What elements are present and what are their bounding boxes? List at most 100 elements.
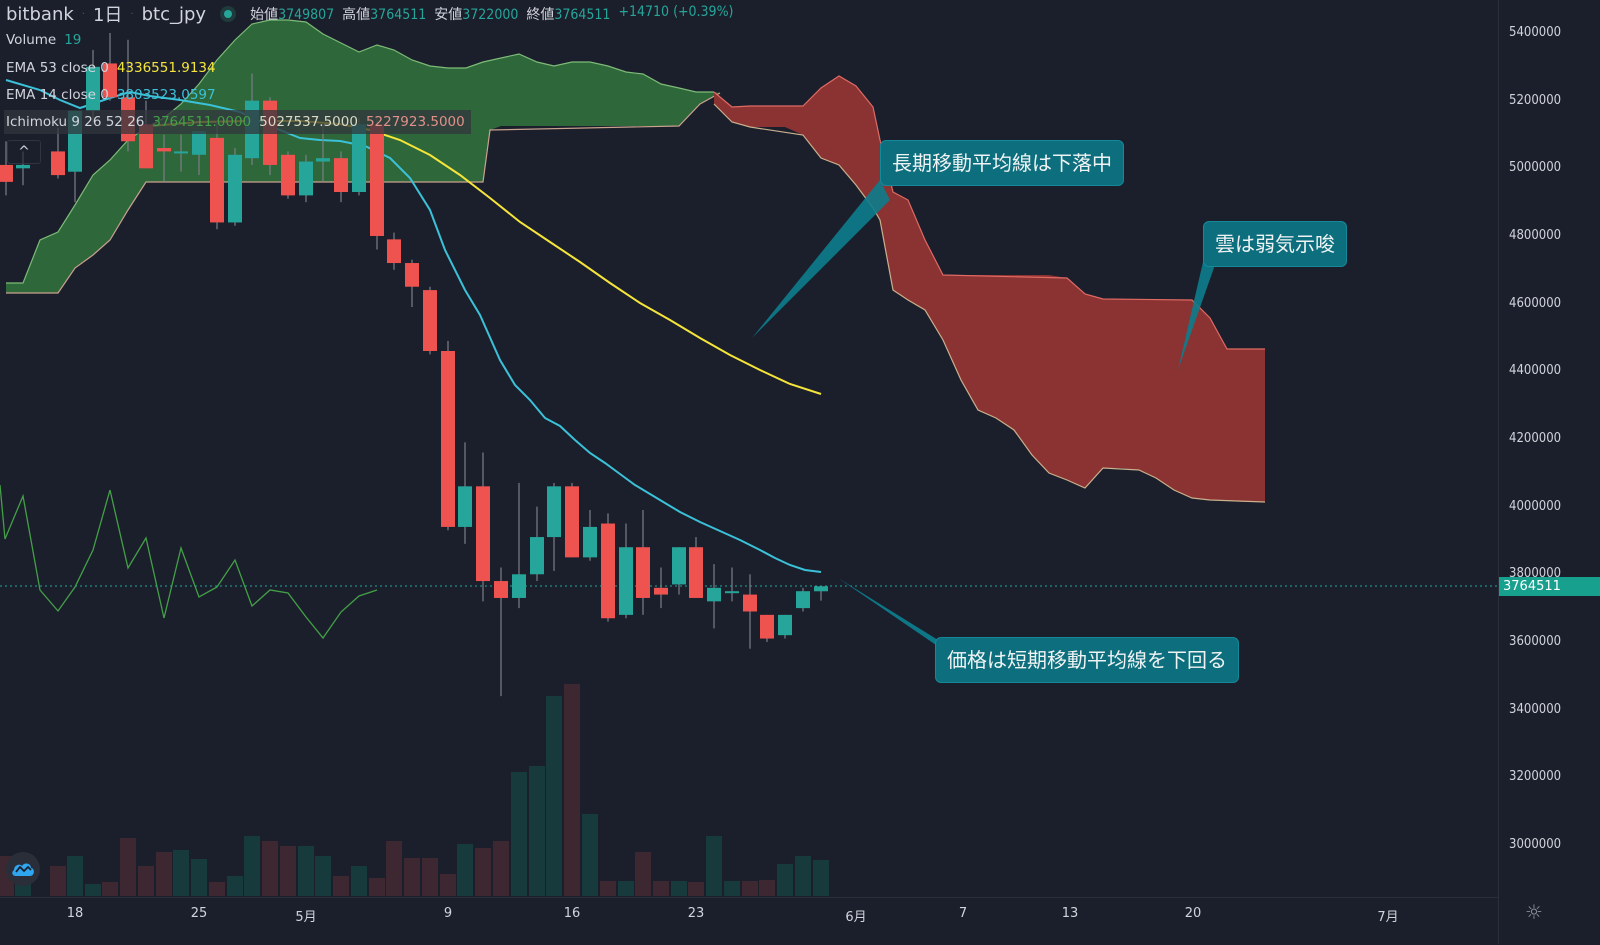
tradingview-logo-icon[interactable] bbox=[6, 852, 40, 886]
symbol-label[interactable]: btc_jpy bbox=[141, 3, 207, 25]
candle bbox=[387, 232, 401, 270]
ema14-line bbox=[5, 79, 822, 573]
volume-bar bbox=[156, 852, 172, 896]
candle bbox=[565, 482, 579, 558]
price-tick-label: 3000000 bbox=[1509, 836, 1562, 852]
callout-long-ma-pointer bbox=[752, 180, 890, 338]
volume-bar bbox=[386, 841, 402, 896]
volume-bar bbox=[351, 866, 367, 896]
volume-bar bbox=[191, 859, 207, 896]
candle bbox=[103, 33, 117, 101]
volume-bar bbox=[653, 881, 669, 896]
volume-bar bbox=[795, 856, 811, 896]
price-tick-label: 3800000 bbox=[1509, 566, 1562, 582]
volume-bar bbox=[209, 882, 225, 896]
candle bbox=[192, 131, 206, 176]
price-axis[interactable]: 3764511 5400000 5200000 5000000 4800000 4600… bbox=[1498, 0, 1600, 944]
volume-bar bbox=[600, 881, 616, 896]
ichimoku-cloud-bearish bbox=[714, 76, 1265, 502]
settings-gear-icon[interactable]: ☼ bbox=[1525, 900, 1543, 924]
candle bbox=[476, 452, 490, 602]
legend-value: 5027537.5000 bbox=[259, 114, 358, 130]
last-price-label: 3764511 bbox=[1499, 577, 1600, 596]
chikou-span-line bbox=[0, 484, 378, 640]
price-tick-label: 5400000 bbox=[1509, 25, 1562, 40]
candle bbox=[157, 134, 171, 182]
volume-bar bbox=[618, 881, 634, 896]
collapse-legend-button[interactable]: ^ bbox=[7, 140, 41, 164]
separator: · bbox=[81, 8, 85, 20]
volume-bar bbox=[244, 836, 260, 896]
candle bbox=[174, 134, 188, 172]
volume-bar bbox=[227, 876, 243, 896]
callout-short-ma[interactable]: 価格は短期移動平均線を下回る bbox=[935, 637, 1239, 683]
candle bbox=[441, 340, 455, 531]
price-tick-label: 3600000 bbox=[1509, 633, 1562, 649]
candle bbox=[583, 510, 597, 561]
legend-value: 4336551.9134 bbox=[116, 60, 216, 76]
price-tick-label: 3400000 bbox=[1509, 701, 1562, 717]
candle bbox=[263, 97, 277, 176]
price-tick-label: 4200000 bbox=[1509, 430, 1562, 446]
legend-ema14[interactable]: EMA 14 close 0 3803523.0597 bbox=[6, 83, 216, 107]
candle bbox=[494, 567, 508, 697]
time-tick-label: 13 bbox=[1061, 906, 1079, 921]
candle bbox=[689, 537, 703, 598]
volume-bar bbox=[262, 841, 278, 896]
candle bbox=[760, 614, 774, 642]
candle bbox=[743, 574, 757, 649]
candle bbox=[530, 506, 544, 582]
price-tick-label: 4800000 bbox=[1509, 227, 1562, 243]
candle bbox=[0, 141, 13, 196]
price-tick-label: 5200000 bbox=[1509, 92, 1562, 108]
legend-value: 5227923.5000 bbox=[365, 114, 465, 130]
price-tick-label: 3200000 bbox=[1509, 769, 1562, 785]
interval-label[interactable]: 1日 bbox=[92, 5, 123, 26]
candle bbox=[725, 567, 739, 602]
legend-ema53[interactable]: EMA 53 close 0 4336551.9134 bbox=[6, 56, 216, 80]
candle bbox=[51, 127, 65, 179]
candle bbox=[601, 513, 615, 622]
candle bbox=[228, 148, 242, 226]
volume-bar bbox=[120, 838, 136, 896]
volume-bar bbox=[475, 848, 491, 896]
volume-bar bbox=[813, 860, 829, 896]
market-status-icon bbox=[220, 6, 237, 22]
callout-cloud[interactable]: 雲は弱気示唆 bbox=[1203, 221, 1347, 267]
candle bbox=[547, 482, 561, 571]
candle bbox=[334, 151, 348, 203]
legend-value: 3803523.0597 bbox=[116, 87, 216, 103]
legend-label: EMA 53 close 0 bbox=[6, 60, 109, 76]
high-label: 高値 bbox=[342, 7, 371, 23]
volume-bar bbox=[759, 880, 775, 896]
legend-value: 3764511.0000 bbox=[152, 114, 252, 130]
legend-ichimoku[interactable]: Ichimoku 9 26 52 26 3764511.0000 5027537.5… bbox=[4, 110, 471, 134]
volume-bar bbox=[546, 696, 562, 896]
time-tick-label: 5月 bbox=[295, 910, 317, 925]
volume-bars bbox=[0, 684, 829, 896]
volume-bar bbox=[777, 864, 793, 896]
time-axis[interactable]: 18 25 5月 9 16 23 6月 7 13 20 7月 bbox=[0, 897, 1498, 945]
ohlc-values: 始値3749807 高値3764511 安値3722000 終値3764511 … bbox=[250, 4, 733, 24]
callout-short-ma-pointer bbox=[838, 578, 958, 660]
volume-bar bbox=[85, 884, 101, 896]
volume-bar bbox=[440, 874, 456, 896]
volume-bar bbox=[173, 850, 189, 896]
change-value: +14710 (+0.39%) bbox=[618, 4, 734, 20]
candle bbox=[636, 510, 650, 615]
callout-long-ma[interactable]: 長期移動平均線は下落中 bbox=[880, 140, 1124, 186]
candle bbox=[458, 442, 472, 544]
volume-bar bbox=[315, 856, 331, 896]
volume-bar bbox=[564, 684, 580, 896]
legend-label: EMA 14 close 0 bbox=[6, 87, 109, 103]
time-tick-label: 7月 bbox=[1377, 910, 1399, 925]
time-tick-label: 18 bbox=[66, 906, 84, 921]
candle bbox=[796, 587, 810, 612]
volume-bar bbox=[688, 882, 704, 896]
candle bbox=[619, 523, 633, 619]
exchange-name[interactable]: bitbank bbox=[6, 3, 74, 25]
legend-value: 19 bbox=[64, 32, 82, 48]
candle bbox=[814, 586, 828, 601]
legend-volume[interactable]: Volume 19 bbox=[6, 28, 81, 52]
